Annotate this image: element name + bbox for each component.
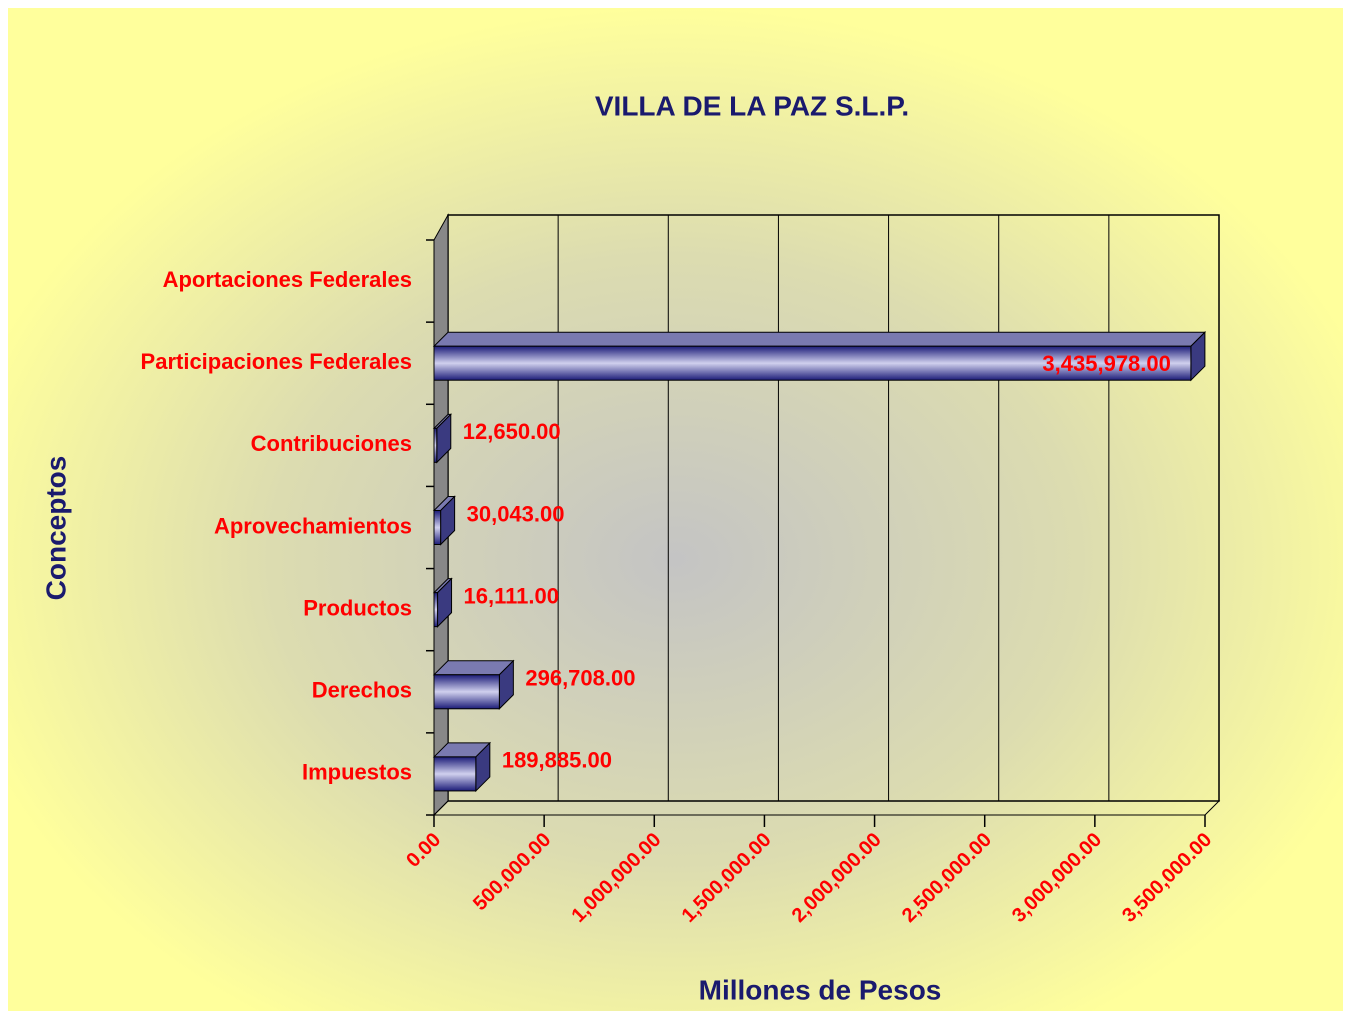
y-tick-label: Contribuciones <box>251 431 412 456</box>
y-axis-title: Conceptos <box>40 456 71 601</box>
data-label: 296,708.00 <box>525 666 635 691</box>
x-axis-title: Millones de Pesos <box>699 974 942 1005</box>
chart-area <box>8 8 1343 1011</box>
data-label: 30,043.00 <box>467 501 565 526</box>
y-tick-label: Participaciones Federales <box>141 349 412 374</box>
bar <box>433 756 477 792</box>
bar <box>433 674 500 710</box>
data-label: 16,111.00 <box>464 583 559 608</box>
bar-top <box>432 331 1207 347</box>
bar <box>433 427 438 463</box>
chart-title: VILLA DE LA PAZ S.L.P. <box>595 90 909 121</box>
y-tick-label: Impuestos <box>302 760 412 785</box>
bar <box>433 345 1192 381</box>
data-label: 12,650.00 <box>463 419 561 444</box>
data-label: 3,435,978.00 <box>1042 351 1170 376</box>
data-label: 189,885.00 <box>502 748 612 773</box>
y-tick-label: Aportaciones Federales <box>163 267 412 292</box>
bar <box>433 510 442 545</box>
y-tick-label: Aprovechamientos <box>214 513 412 538</box>
y-tick-label: Derechos <box>312 678 412 703</box>
y-tick-label: Productos <box>303 595 412 620</box>
bar <box>433 592 439 628</box>
